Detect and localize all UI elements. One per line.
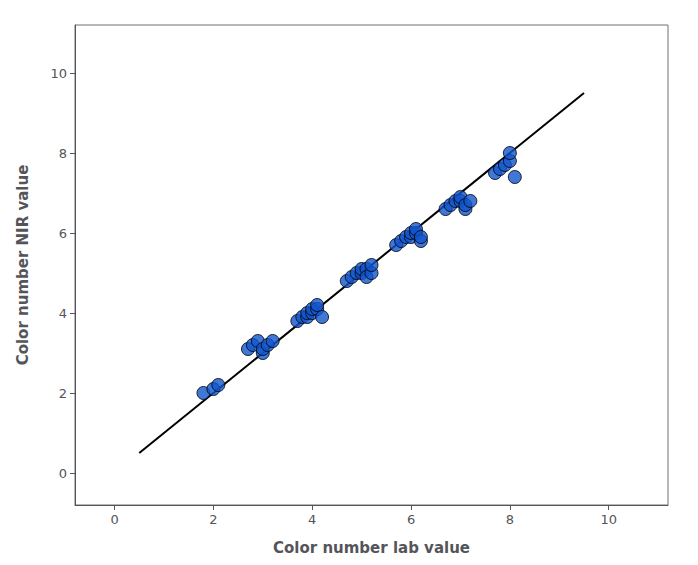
svg-text:8: 8 xyxy=(506,512,514,527)
svg-text:0: 0 xyxy=(110,512,118,527)
svg-text:10: 10 xyxy=(600,512,617,527)
svg-text:Color number lab value: Color number lab value xyxy=(273,539,470,557)
svg-text:0: 0 xyxy=(59,466,67,481)
svg-text:10: 10 xyxy=(50,66,67,81)
svg-text:6: 6 xyxy=(407,512,415,527)
svg-text:8: 8 xyxy=(59,146,67,161)
svg-text:Color number NIR value: Color number NIR value xyxy=(14,165,32,366)
svg-text:4: 4 xyxy=(59,306,67,321)
svg-text:4: 4 xyxy=(308,512,316,527)
svg-text:2: 2 xyxy=(59,386,67,401)
svg-text:2: 2 xyxy=(209,512,217,527)
svg-text:6: 6 xyxy=(59,226,67,241)
